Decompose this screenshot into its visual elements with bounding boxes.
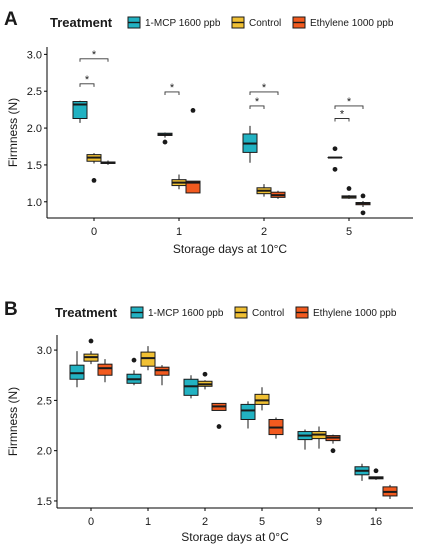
x-tick-label: 5 (346, 226, 352, 238)
legend-label: Ethylene 1000 ppb (313, 308, 397, 319)
legend-label: Ethylene 1000 ppb (310, 18, 394, 29)
significance-label: * (255, 96, 260, 108)
significance-label: * (170, 82, 175, 94)
y-tick-label: 2.5 (37, 395, 52, 407)
significance-label: * (85, 74, 90, 86)
y-tick-label: 2.0 (37, 446, 52, 458)
y-tick-label: 3.0 (27, 49, 42, 61)
significance-bracket (249, 105, 265, 109)
box-1-mcp-day-2 (183, 378, 199, 396)
significance-bracket (334, 118, 350, 122)
x-axis-title: Storage days at 10°C (173, 242, 288, 256)
y-tick-label: 1.5 (37, 496, 52, 508)
outlier-point (88, 338, 94, 344)
significance-bracket (79, 58, 109, 62)
significance-bracket (334, 105, 364, 109)
outlier-point (330, 448, 336, 454)
chart-panel-a: Treatment 1-MCP 1600 ppb Control Ethylene 1… (6, 15, 413, 256)
y-tick-label: 2.0 (27, 123, 42, 135)
outlier-point (360, 210, 366, 216)
x-tick-label: 1 (176, 226, 182, 238)
significance-bracket (164, 91, 180, 95)
outlier-point (373, 468, 379, 474)
outlier-point (91, 178, 97, 183)
box-ethylene-day-0 (97, 363, 113, 376)
x-axis-title: Storage days at 0°C (181, 530, 289, 544)
y-tick-label: 3.0 (37, 345, 52, 357)
outlier-point (332, 166, 338, 172)
outlier-point (332, 146, 338, 152)
box-control-day-1 (140, 351, 156, 367)
significance-bracket (79, 83, 95, 87)
x-tick-label: 2 (261, 226, 267, 238)
legend-label: 1-MCP 1600 ppb (148, 308, 224, 319)
significance-label: * (347, 96, 352, 108)
significance-label: * (262, 82, 267, 94)
box-ethylene-day-1 (185, 180, 201, 194)
outlier-point (202, 371, 208, 377)
outlier-point (360, 193, 366, 199)
x-tick-label: 2 (202, 516, 208, 528)
outlier-point (131, 357, 137, 363)
x-tick-label: 1 (145, 516, 151, 528)
chart-panel-b: Treatment 1-MCP 1600 ppb Control Ethylene 1… (6, 305, 413, 544)
box-1-mcp-day-0 (69, 364, 85, 380)
legend-title: Treatment (50, 15, 113, 30)
outlier-point (216, 424, 222, 429)
outlier-point (346, 186, 352, 191)
x-tick-label: 5 (259, 516, 265, 528)
x-tick-label: 16 (370, 516, 382, 528)
y-axis-title: Firmness (N) (6, 387, 20, 456)
panel-label-a: A (4, 9, 18, 30)
legend-label: Control (249, 18, 281, 29)
significance-label: * (92, 49, 97, 61)
outlier-point (162, 139, 168, 145)
legend-label: 1-MCP 1600 ppb (145, 18, 221, 29)
panel-label-b: B (4, 299, 18, 320)
y-tick-label: 1.5 (27, 160, 42, 172)
y-tick-label: 1.0 (27, 197, 42, 209)
legend-label: Control (252, 308, 284, 319)
legend-title: Treatment (55, 305, 118, 320)
x-tick-label: 0 (91, 226, 97, 238)
x-tick-label: 9 (316, 516, 322, 528)
box-control-day-5 (254, 393, 270, 405)
y-tick-label: 2.5 (27, 86, 42, 98)
significance-label: * (340, 108, 345, 120)
y-axis-title: Firmness (N) (6, 98, 20, 167)
outlier-point (190, 107, 196, 113)
box-ethylene-day-1 (154, 366, 170, 376)
box-1-mcp-day-5 (240, 403, 256, 420)
x-tick-label: 0 (88, 516, 94, 528)
significance-bracket (249, 91, 279, 95)
box-1-mcp-day-0 (72, 101, 88, 119)
